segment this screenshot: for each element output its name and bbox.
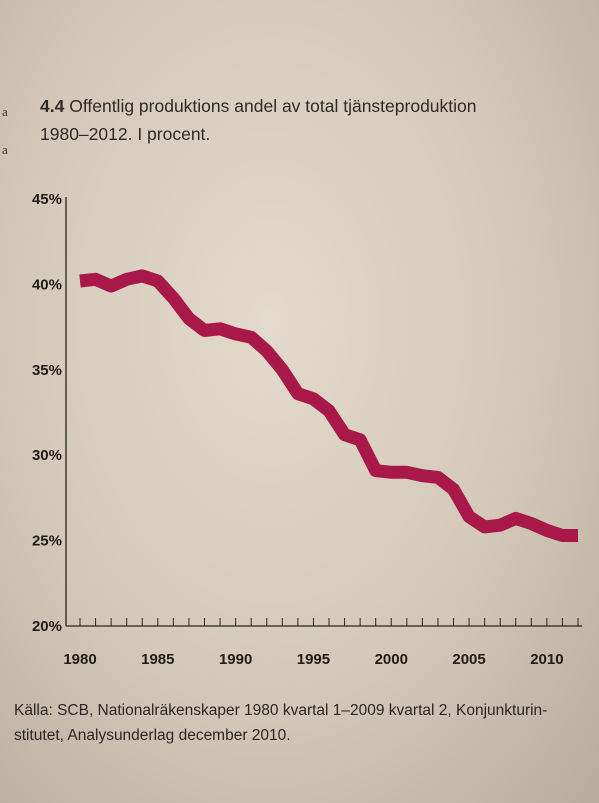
y-tick-label: 45% — [32, 191, 62, 208]
y-tick-label: 30% — [32, 447, 62, 464]
y-tick-label: 40% — [32, 276, 62, 293]
y-tick-label: 35% — [32, 362, 62, 379]
series-line — [79, 269, 578, 542]
x-axis — [65, 197, 582, 627]
x-tick-label: 1985 — [141, 651, 174, 668]
x-tick-label: 2005 — [452, 651, 485, 668]
x-axis-labels: 1980 1985 1990 1995 2000 2005 2010 — [63, 651, 563, 668]
figure-title: 4.4 Offentlig produktions andel av total… — [40, 92, 580, 148]
x-tick-label: 1990 — [219, 651, 252, 668]
y-tick-label: 20% — [32, 618, 62, 635]
source-note: Källa: SCB, Nationalräkenskaper 1980 kva… — [14, 702, 548, 744]
margin-mark: a — [2, 104, 8, 119]
x-tick-label: 1980 — [63, 651, 96, 668]
line-chart: 20% 25% 30% 35% 40% 45% 1980 1985 1990 1995 2000 2… — [32, 191, 582, 668]
y-tick-label: 25% — [32, 533, 62, 550]
x-tick-label: 2010 — [530, 651, 563, 668]
figure-title-line1: Offentlig produktions andel av total tjä… — [69, 96, 477, 116]
series-group — [79, 269, 579, 542]
figure-title-line2: 1980–2012. I procent. — [40, 124, 211, 144]
x-tick-label: 2000 — [375, 651, 408, 668]
figure-number: 4.4 — [40, 96, 65, 116]
margin-mark: a — [2, 142, 8, 157]
y-axis-labels: 20% 25% 30% 35% 40% 45% — [32, 191, 62, 635]
x-tick-label: 1995 — [297, 651, 330, 668]
